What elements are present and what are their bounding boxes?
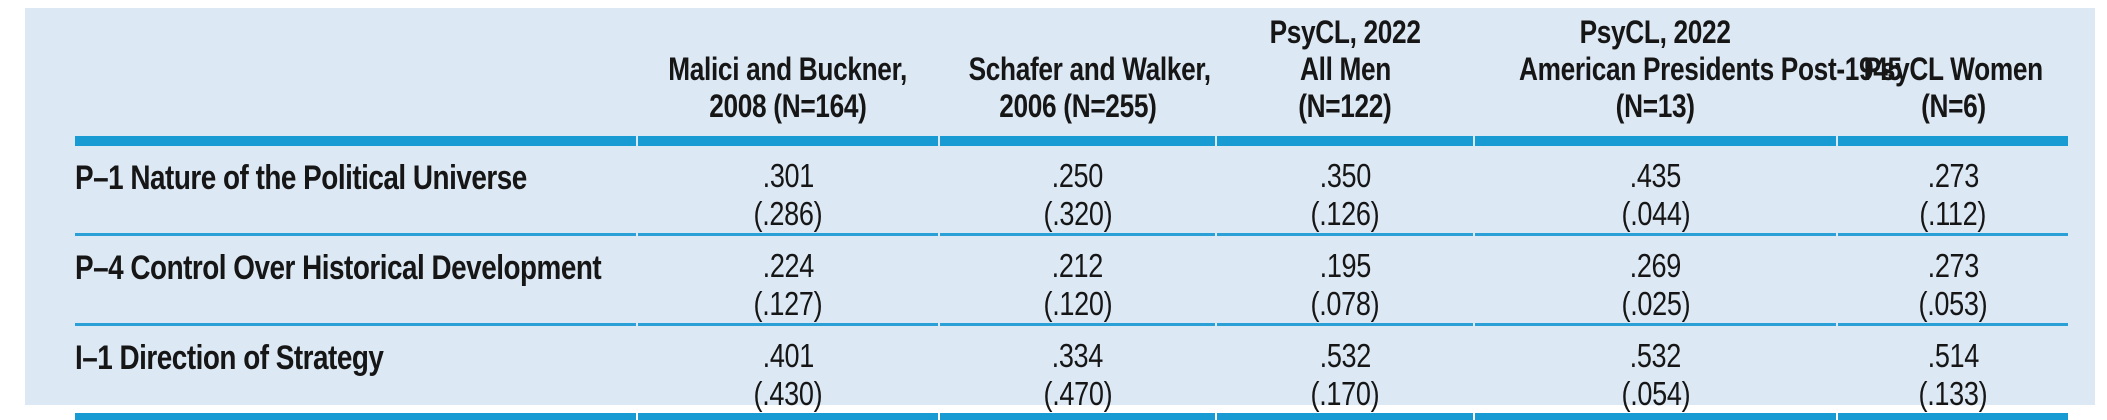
comparison-table: Malici and Buckner, 2008 (N=164) Schafer… [73, 8, 2070, 420]
sd-value: (.044) [1621, 195, 1690, 232]
mean-value: .224 [762, 247, 814, 284]
sd-value: (.170) [1310, 375, 1380, 412]
header-line: Schafer and Walker, [968, 51, 1211, 87]
data-cell: .195 (.078) [1217, 236, 1474, 326]
header-line: (N=6) [1920, 88, 1986, 124]
header-line: PsyCL Women [1863, 51, 2043, 87]
mean-value: .435 [1629, 157, 1682, 194]
row-label-cell: P–1 Nature of the Political Universe [75, 146, 637, 236]
sd-value: (.286) [753, 195, 823, 232]
mean-value: .401 [762, 337, 814, 374]
sd-value: (.078) [1310, 285, 1380, 322]
mean-value: .273 [1927, 247, 1979, 284]
sd-value: (.054) [1621, 375, 1690, 412]
row-label: I–1 Direction of Strategy [75, 339, 384, 377]
header-line: Malici and Buckner, [668, 51, 908, 87]
mean-value: .250 [1051, 157, 1104, 194]
sd-value: (.430) [753, 375, 823, 412]
mean-value: .269 [1629, 247, 1682, 284]
data-cell: .350 (.126) [1217, 146, 1474, 236]
mean-value: .273 [1927, 157, 1979, 194]
sd-value: (.126) [1310, 195, 1380, 232]
mean-value: .195 [1319, 247, 1371, 284]
row-label-cell: P–4 Control Over Historical Development [75, 236, 637, 326]
data-cell: .224 (.127) [638, 236, 938, 326]
header-empty-cell [75, 8, 637, 146]
header-psycl-presidents: PsyCL, 2022 American Presidents Post-194… [1475, 8, 1902, 146]
data-cell: .435 (.044) [1475, 146, 1836, 236]
data-cell: .401 (.430) [638, 326, 938, 420]
header-line: PsyCL, 2022 [1579, 14, 1732, 50]
mean-value: .532 [1629, 337, 1682, 374]
header-line: American Presidents Post-1945 [1519, 51, 1902, 87]
data-cell: .250 (.320) [939, 146, 1216, 236]
sd-value: (.053) [1918, 285, 1988, 322]
mean-value: .334 [1051, 337, 1104, 374]
table-panel: Malici and Buckner, 2008 (N=164) Schafer… [25, 8, 2095, 420]
data-cell: .273 (.053) [1837, 236, 2068, 326]
header-line: All Men [1299, 51, 1391, 87]
header-line: 2008 (N=164) [709, 88, 867, 124]
header-psycl-all-men: PsyCL, 2022 All Men (N=122) [1217, 8, 1474, 146]
header-line: PsyCL, 2022 [1269, 14, 1421, 50]
header-line: (N=122) [1298, 88, 1393, 124]
table-row-p4: P–4 Control Over Historical Development … [75, 236, 2068, 326]
data-cell: .301 (.286) [638, 146, 938, 236]
data-cell: .532 (.054) [1475, 326, 1836, 420]
mean-value: .301 [762, 157, 814, 194]
header-schafer-walker: Schafer and Walker, 2006 (N=255) [939, 8, 1216, 146]
sd-value: (.025) [1621, 285, 1690, 322]
data-cell: .532 (.170) [1217, 326, 1474, 420]
data-cell: .269 (.025) [1475, 236, 1836, 326]
row-label-cell: I–1 Direction of Strategy [75, 326, 637, 420]
header-line: (N=13) [1615, 88, 1695, 124]
sd-value: (.320) [1043, 195, 1112, 232]
mean-value: .212 [1051, 247, 1104, 284]
header-psycl-women: PsyCL Women (N=6) [1837, 8, 2068, 146]
mean-value: .350 [1319, 157, 1371, 194]
table-row-p1: P–1 Nature of the Political Universe .30… [75, 146, 2068, 236]
table-row-i1: I–1 Direction of Strategy .401 (.430) .3… [75, 326, 2068, 420]
header-line: 2006 (N=255) [998, 88, 1157, 124]
data-cell: .334 (.470) [939, 326, 1216, 420]
header-row: Malici and Buckner, 2008 (N=164) Schafer… [75, 8, 2068, 146]
sd-value: (.120) [1043, 285, 1112, 322]
data-cell: .514 (.133) [1837, 326, 2068, 420]
mean-value: .514 [1927, 337, 1979, 374]
row-label: P–4 Control Over Historical Development [75, 249, 602, 287]
row-label: P–1 Nature of the Political Universe [75, 159, 527, 197]
mean-value: .532 [1319, 337, 1371, 374]
data-cell: .212 (.120) [939, 236, 1216, 326]
header-malici-buckner: Malici and Buckner, 2008 (N=164) [638, 8, 938, 146]
sd-value: (.127) [753, 285, 823, 322]
sd-value: (.470) [1043, 375, 1112, 412]
sd-value: (.133) [1918, 375, 1988, 412]
data-cell: .273 (.112) [1837, 146, 2068, 236]
sd-value: (.112) [1919, 195, 1987, 232]
